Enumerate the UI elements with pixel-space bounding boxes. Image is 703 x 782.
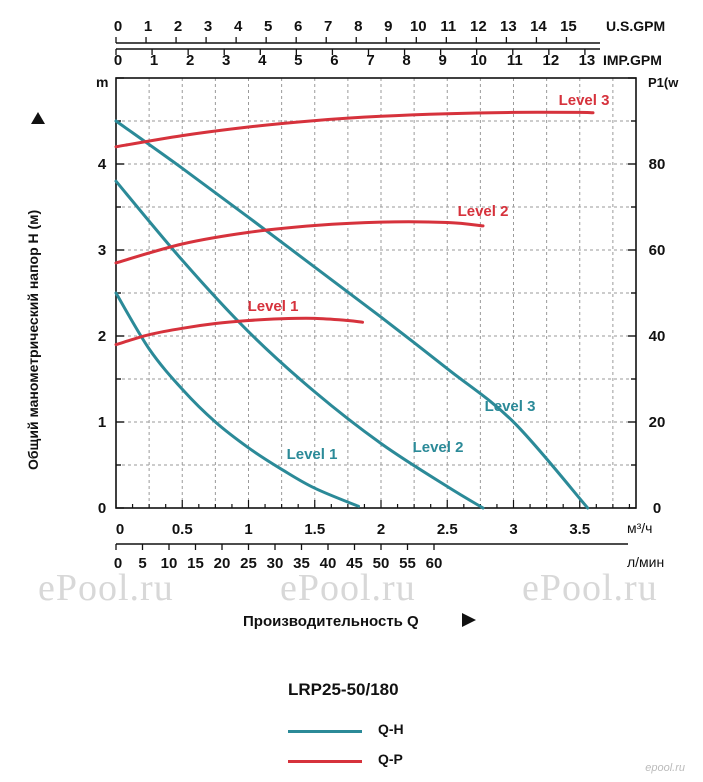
x-tick-label-impgpm: 8 <box>402 52 410 69</box>
x-tick-label-usgpm: 11 <box>440 18 456 35</box>
x-tick-label-m3h: 1 <box>244 521 252 538</box>
x-tick-label-lmin: 55 <box>399 555 416 572</box>
qp-curve-label: Level 3 <box>559 92 610 109</box>
y2-tick-label: 60 <box>649 242 666 259</box>
qh-curve-level-3 <box>114 119 590 510</box>
x-tick-label-usgpm: 4 <box>234 18 243 35</box>
curve-labels: Level 1 Level 2 Level 3 Level 1 Level 2 Level… <box>248 92 610 463</box>
x-tick-label-m3h: 2.5 <box>437 521 458 538</box>
y-axis-arrow-icon <box>31 112 45 124</box>
x-tick-label-lmin: 45 <box>346 555 363 572</box>
axes <box>115 37 637 550</box>
legend-label-qp: Q-P <box>378 751 403 767</box>
x-tick-label-impgpm: 6 <box>330 52 338 69</box>
legend-swatch-qh <box>288 730 362 733</box>
x-axis-label: Производительность Q <box>243 613 419 630</box>
x-tick-label-lmin: 30 <box>267 555 284 572</box>
usgpm-unit-label: U.S.GPM <box>606 18 665 34</box>
watermark: ePool.ru <box>522 567 658 609</box>
y-tick-label: 3 <box>98 242 106 259</box>
qh-curve-label: Level 2 <box>413 439 464 456</box>
y-axis-unit: m <box>96 74 108 90</box>
x-axis-arrow-icon <box>462 613 476 627</box>
legend-title: LRP25-50/180 <box>288 680 399 699</box>
y-tick-label: 1 <box>98 414 106 431</box>
x-tick-label-usgpm: 0 <box>114 18 122 35</box>
x-tick-label-usgpm: 14 <box>530 18 547 35</box>
x-tick-label-usgpm: 3 <box>204 18 212 35</box>
x-tick-label-lmin: 35 <box>293 555 310 572</box>
legend-label-qh: Q-H <box>378 721 404 737</box>
qp-curve-label: Level 1 <box>248 298 299 315</box>
y2-tick-label: 0 <box>653 500 661 517</box>
qh-curve-label: Level 3 <box>485 398 536 415</box>
x-tick-label-m3h: 0.5 <box>172 521 193 538</box>
y-tick-label: 0 <box>98 500 106 517</box>
watermark: ePool.ru <box>38 567 174 609</box>
x-tick-label-lmin: 40 <box>320 555 337 572</box>
y-axis-label: Общий манометрический напор H (м) <box>25 210 41 470</box>
x-tick-label-impgpm: 4 <box>258 52 267 69</box>
y2-tick-label: 40 <box>649 328 666 345</box>
y2-tick-label: 80 <box>649 156 666 173</box>
x-tick-label-usgpm: 5 <box>264 18 272 35</box>
x-tick-label-m3h: 0 <box>116 521 124 538</box>
x-tick-label-usgpm: 7 <box>324 18 332 35</box>
x-tick-label-lmin: 25 <box>240 555 257 572</box>
x-tick-label-impgpm: 5 <box>294 52 302 69</box>
x-tick-label-lmin: 5 <box>138 555 146 572</box>
x-tick-label-usgpm: 6 <box>294 18 302 35</box>
qh-curve-label: Level 1 <box>287 446 338 463</box>
x-tick-label-impgpm: 1 <box>150 52 158 69</box>
x-tick-label-usgpm: 8 <box>354 18 362 35</box>
x-tick-label-impgpm: 7 <box>366 52 374 69</box>
corner-watermark: epool.ru <box>645 762 685 774</box>
x-tick-label-m3h: 3 <box>509 521 517 538</box>
x-tick-label-lmin: 20 <box>214 555 231 572</box>
x-tick-label-impgpm: 11 <box>507 52 523 69</box>
x-tick-label-usgpm: 1 <box>144 18 152 35</box>
y-tick-label: 4 <box>98 156 107 173</box>
watermark: ePool.ru <box>280 567 416 609</box>
m3h-unit-label: м³/ч <box>627 520 652 536</box>
x-tick-label-m3h: 2 <box>377 521 385 538</box>
legend-swatch-qp <box>288 760 362 763</box>
qp-curve-level-3 <box>114 110 595 149</box>
qp-curve-level-1 <box>114 316 364 347</box>
x-tick-label-usgpm: 2 <box>174 18 182 35</box>
x-tick-label-usgpm: 9 <box>384 18 392 35</box>
x-tick-label-usgpm: 12 <box>470 18 487 35</box>
x-tick-label-impgpm: 2 <box>186 52 194 69</box>
x-tick-label-lmin: 10 <box>161 555 178 572</box>
x-tick-label-impgpm: 3 <box>222 52 230 69</box>
impgpm-unit-label: IMP.GPM <box>603 52 662 68</box>
curves <box>114 110 595 510</box>
qp-curve-label: Level 2 <box>458 203 509 220</box>
x-tick-label-impgpm: 12 <box>542 52 559 69</box>
x-tick-label-m3h: 1.5 <box>304 521 325 538</box>
y-tick-label: 2 <box>98 328 106 345</box>
x-tick-label-usgpm: 13 <box>500 18 517 35</box>
x-tick-label-lmin: 50 <box>373 555 390 572</box>
qh-curve-level-2 <box>114 179 485 510</box>
x-tick-label-impgpm: 0 <box>114 52 122 69</box>
x-tick-label-m3h: 3.5 <box>569 521 590 538</box>
x-tick-label-usgpm: 10 <box>410 18 427 35</box>
x-tick-label-lmin: 0 <box>114 555 122 572</box>
x-tick-label-lmin: 15 <box>187 555 204 572</box>
qp-curve-level-2 <box>114 220 485 265</box>
y2-axis-label: P1(w <box>648 75 679 90</box>
x-tick-label-usgpm: 15 <box>560 18 577 35</box>
x-tick-label-impgpm: 10 <box>470 52 487 69</box>
x-tick-label-impgpm: 13 <box>579 52 596 69</box>
grid <box>116 78 636 508</box>
x-tick-label-impgpm: 9 <box>438 52 446 69</box>
y2-tick-label: 20 <box>649 414 666 431</box>
qh-curve-level-1 <box>114 291 360 508</box>
x-tick-label-lmin: 60 <box>426 555 443 572</box>
lmin-unit-label: л/мин <box>627 554 664 570</box>
